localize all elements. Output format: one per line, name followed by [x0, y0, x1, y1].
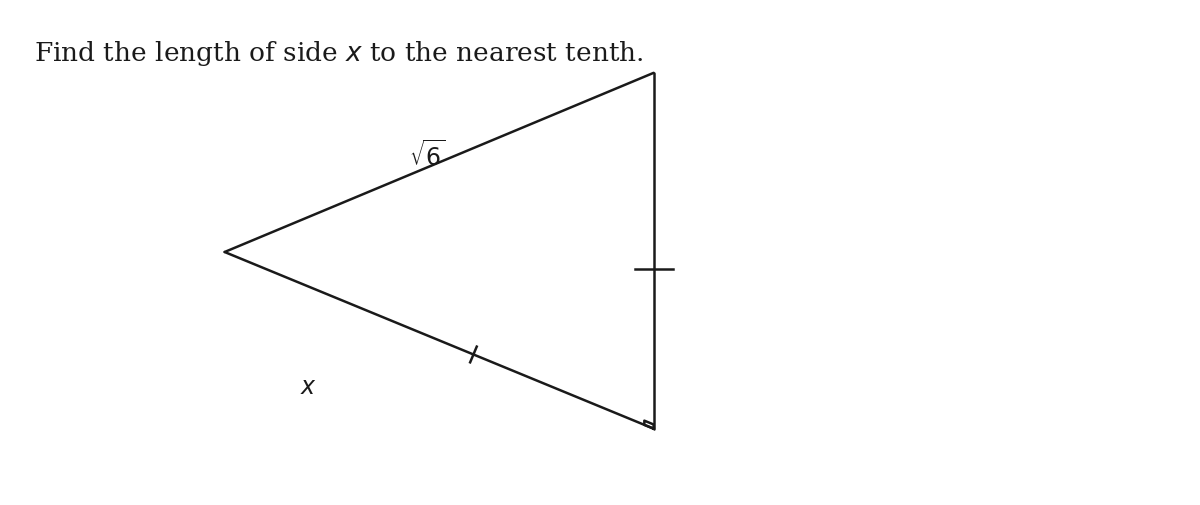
Text: Find the length of side $x$ to the nearest tenth.: Find the length of side $x$ to the neare… [34, 39, 643, 68]
Text: $\sqrt{6}$: $\sqrt{6}$ [409, 140, 445, 171]
Text: $x$: $x$ [300, 375, 317, 398]
